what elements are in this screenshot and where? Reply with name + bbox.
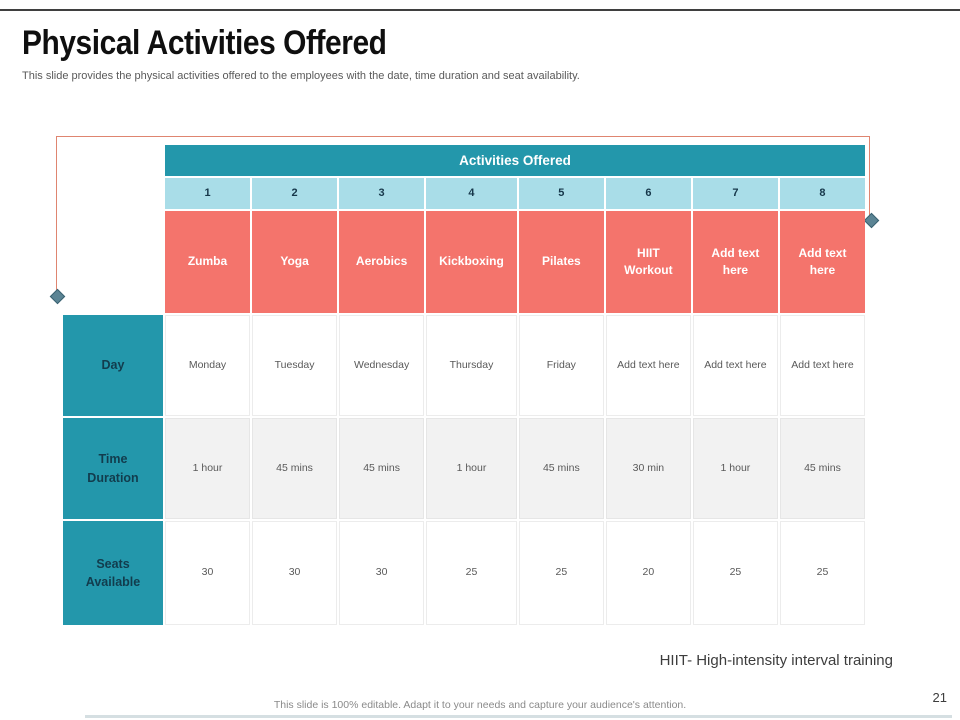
column-number: 2 [252, 178, 338, 209]
duration-cell: 30 min [605, 418, 691, 519]
seats-cell: 30 [165, 521, 251, 625]
activity-cell: Yoga [252, 211, 338, 313]
accent-border-top [56, 136, 869, 137]
seats-cell: 30 [339, 521, 425, 625]
day-cell: Friday [518, 315, 604, 416]
day-cell: Thursday [426, 315, 517, 416]
seats-cell: 20 [605, 521, 691, 625]
page-title-text: Physical Activities Offered [22, 24, 387, 62]
editable-footer-note: This slide is 100% editable. Adapt it to… [273, 699, 687, 711]
activity-cell: Zumba [165, 211, 251, 313]
column-number: 8 [779, 178, 865, 209]
activity-cell-placeholder: Add text here [692, 211, 778, 313]
table-header: Activities Offered [165, 145, 865, 176]
accent-border-left [56, 136, 57, 291]
page-title: Physical Activities Offered [22, 24, 436, 63]
day-cell-placeholder: Add text here [779, 315, 865, 416]
duration-cell: 45 mins [339, 418, 425, 519]
page-number: 21 [932, 690, 947, 705]
column-number: 3 [339, 178, 425, 209]
duration-cell: 1 hour [426, 418, 517, 519]
activity-cell: Pilates [518, 211, 604, 313]
top-border-line [0, 9, 960, 11]
duration-cell: 45 mins [518, 418, 604, 519]
seats-cell: 25 [779, 521, 865, 625]
hiit-abbreviation-note: HIIT- High-intensity interval training [659, 652, 893, 669]
column-number: 1 [165, 178, 251, 209]
column-number: 5 [518, 178, 604, 209]
seats-cell: 30 [252, 521, 338, 625]
activity-cell: Kickboxing [426, 211, 517, 313]
day-cell: Monday [165, 315, 251, 416]
duration-cell: 45 mins [779, 418, 865, 519]
day-cell: Wednesday [339, 315, 425, 416]
row-label-day: Day [63, 315, 163, 416]
column-number: 4 [426, 178, 517, 209]
activity-cell-placeholder: Add text here [779, 211, 865, 313]
column-number: 7 [692, 178, 778, 209]
activity-cell: HIIT Workout [605, 211, 691, 313]
column-number: 6 [605, 178, 691, 209]
accent-border-right [869, 136, 870, 216]
duration-cell: 1 hour [165, 418, 251, 519]
row-label-seats-available: Seats Available [63, 521, 163, 625]
page-subtitle: This slide provides the physical activit… [22, 70, 580, 82]
seats-cell: 25 [518, 521, 604, 625]
diamond-marker-right [863, 212, 880, 229]
day-cell: Tuesday [252, 315, 338, 416]
activities-table: Activities Offered 1 2 3 4 5 6 7 8 Zumba… [63, 145, 865, 625]
bottom-accent-bar [85, 715, 952, 718]
day-cell-placeholder: Add text here [692, 315, 778, 416]
row-label-time-duration: Time Duration [63, 418, 163, 519]
seats-cell: 25 [426, 521, 517, 625]
duration-cell: 45 mins [252, 418, 338, 519]
day-cell-placeholder: Add text here [605, 315, 691, 416]
activity-cell: Aerobics [339, 211, 425, 313]
seats-cell: 25 [692, 521, 778, 625]
duration-cell: 1 hour [692, 418, 778, 519]
